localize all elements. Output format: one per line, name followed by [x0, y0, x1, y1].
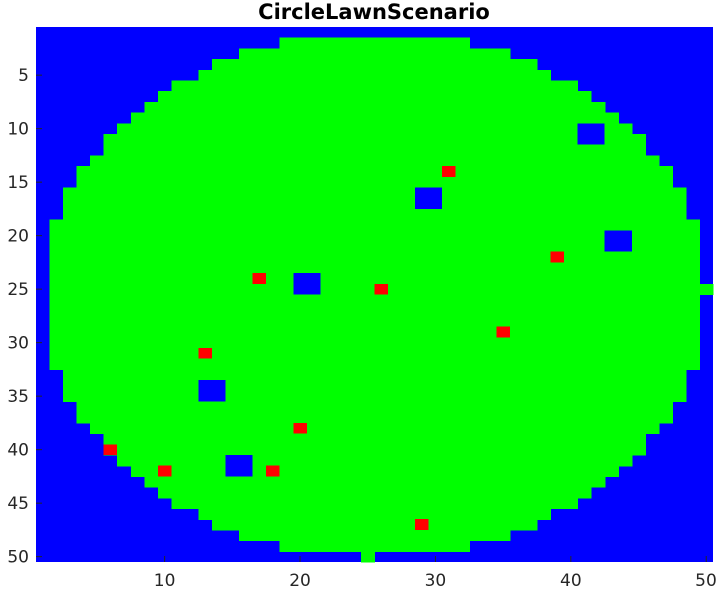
target-cell — [198, 348, 213, 359]
y-tick-label: 15 — [7, 173, 29, 193]
obstacle-cell — [293, 273, 321, 295]
lawn-row — [144, 101, 606, 114]
target-cell — [157, 465, 172, 477]
lawn-row — [212, 519, 538, 531]
lawn-row — [171, 497, 579, 510]
lawn-row — [279, 540, 470, 552]
lawn-row — [117, 455, 633, 467]
x-axis: 10 20 30 40 50 — [154, 556, 717, 591]
y-tick-label: 25 — [7, 280, 29, 300]
lawn-row — [239, 529, 511, 542]
target-cell — [266, 465, 280, 477]
lawn-row — [90, 422, 660, 435]
lawn-row — [103, 144, 646, 156]
target-cell — [252, 273, 267, 284]
obstacle-cell — [225, 455, 253, 477]
target-cell — [550, 251, 565, 263]
y-tick-label: 35 — [7, 387, 29, 407]
lawn-row — [63, 369, 687, 381]
y-tick-label: 20 — [7, 227, 29, 247]
obstacle-cell — [415, 187, 443, 209]
lawn-row — [130, 112, 619, 124]
chart-title: CircleLawnScenario — [258, 0, 490, 24]
lawn-row — [63, 198, 687, 210]
y-tick-label: 30 — [7, 334, 29, 354]
y-tick-label: 5 — [18, 66, 29, 86]
lawn-row — [130, 465, 619, 477]
lawn-row — [49, 326, 701, 338]
plot-area — [36, 27, 714, 563]
lawn-row — [117, 123, 633, 135]
lawn-row — [63, 390, 687, 403]
lawn-row — [103, 433, 646, 445]
y-tick-label: 45 — [7, 494, 29, 514]
y-tick-label: 40 — [7, 441, 29, 461]
lawn-row — [49, 305, 701, 317]
target-cell — [374, 283, 389, 295]
lawn-row — [63, 187, 687, 199]
lawn-row — [76, 401, 673, 413]
lawn-row — [76, 166, 673, 178]
lawn-row — [76, 176, 673, 189]
lawn-cell — [699, 283, 714, 296]
lawn-row — [49, 230, 701, 242]
lawn-cell — [360, 551, 376, 563]
target-cell — [293, 422, 307, 434]
lawn-row — [63, 380, 687, 392]
x-tick-label: 40 — [560, 571, 582, 591]
obstacle-cell — [198, 380, 226, 402]
x-tick-label: 50 — [695, 571, 717, 591]
lawn-row — [49, 262, 701, 274]
obstacle-cell — [604, 230, 632, 252]
lawn-row — [49, 273, 701, 285]
lawn-row — [49, 315, 701, 328]
lawn-row — [49, 294, 701, 306]
x-tick-label: 10 — [154, 571, 176, 591]
y-tick-label: 10 — [7, 120, 29, 140]
lawn-row — [157, 91, 592, 103]
lawn-row — [49, 337, 701, 349]
x-tick-label: 20 — [289, 571, 311, 591]
target-cell — [415, 519, 429, 530]
lawn-row — [49, 219, 701, 231]
lawn-row — [103, 134, 646, 146]
lawn-row — [103, 444, 646, 456]
target-cell — [496, 326, 510, 338]
lawn-row — [49, 358, 701, 370]
lawn-row — [239, 48, 511, 60]
lawn-row — [49, 348, 701, 360]
lawn-row — [212, 59, 538, 71]
lawn-row — [63, 208, 687, 221]
lawn-row — [171, 80, 579, 92]
target-cell — [103, 444, 118, 455]
lawn-row — [76, 412, 673, 424]
lawn-row — [198, 508, 552, 520]
lawn-row — [279, 37, 470, 49]
lawn-row — [157, 487, 592, 499]
target-cell — [442, 166, 456, 177]
obstacle-cell — [577, 123, 605, 145]
lawn-row — [198, 69, 552, 82]
y-axis: 5 10 15 20 25 30 35 40 45 50 — [7, 66, 42, 568]
lawn-row — [144, 476, 606, 488]
x-tick-label: 30 — [425, 571, 447, 591]
lawn-row — [90, 155, 660, 167]
lawn-row — [49, 241, 701, 253]
y-tick-label: 50 — [7, 548, 29, 568]
lawn-row — [49, 251, 701, 263]
